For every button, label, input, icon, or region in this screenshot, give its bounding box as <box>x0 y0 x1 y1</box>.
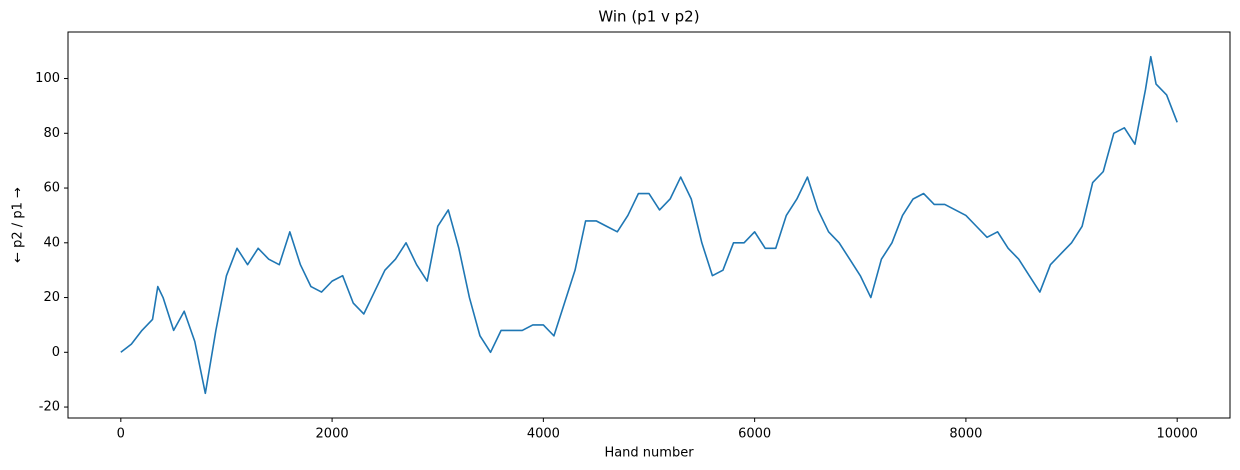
y-tick-label: 60 <box>43 181 60 196</box>
chart-title: Win (p1 v p2) <box>598 8 699 26</box>
y-axis-label: ← p2 / p1 → <box>11 187 26 263</box>
y-tick-label: -20 <box>39 400 60 415</box>
y-tick-label: 0 <box>52 345 60 360</box>
plot-frame <box>67 31 1231 419</box>
x-tick-label: 0 <box>117 427 125 442</box>
y-tick-label: 80 <box>43 126 60 141</box>
x-axis-label: Hand number <box>604 446 694 461</box>
y-tick-label: 20 <box>43 290 60 305</box>
x-tick-label: 2000 <box>316 427 349 442</box>
x-tick-label: 4000 <box>527 427 560 442</box>
y-tick-label: 40 <box>43 235 60 250</box>
x-tick-label: 10000 <box>1157 427 1198 442</box>
data-line <box>120 55 1178 395</box>
y-tick-label: 100 <box>35 71 60 86</box>
x-tick-label: 6000 <box>738 427 771 442</box>
x-tick-label: 8000 <box>949 427 982 442</box>
